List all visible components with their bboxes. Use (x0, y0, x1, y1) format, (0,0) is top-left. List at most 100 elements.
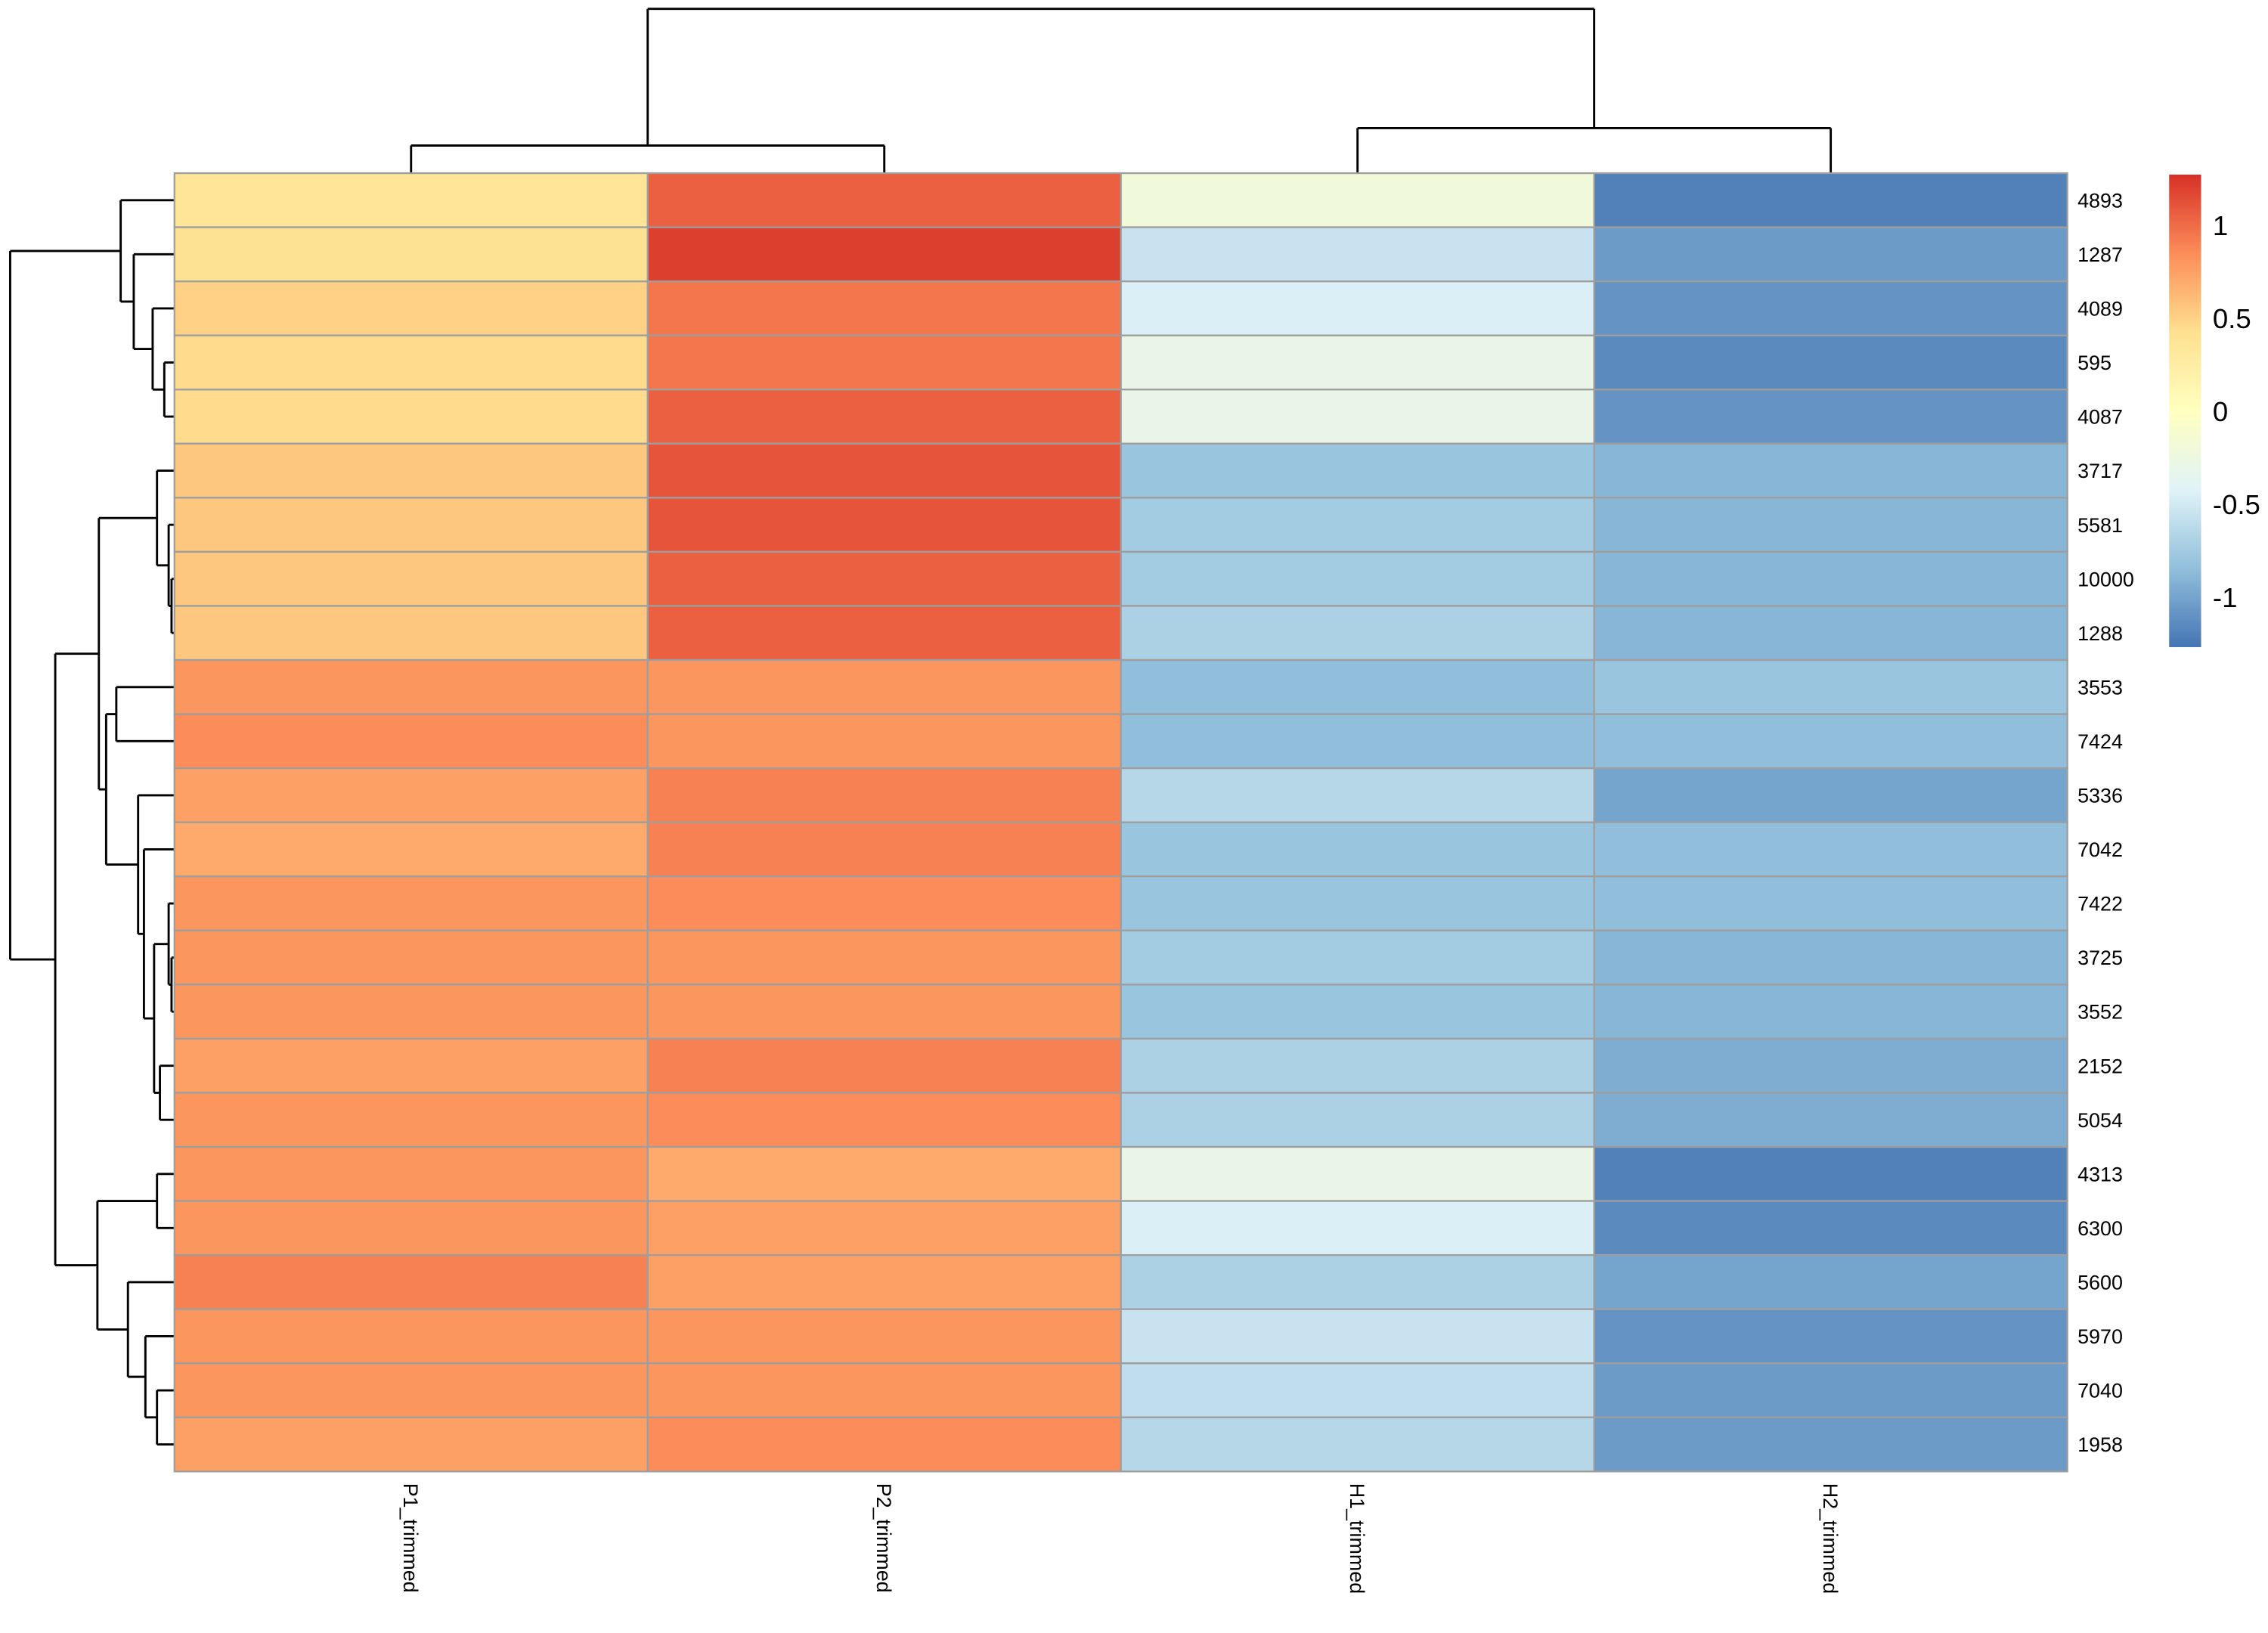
row-label: 10000 (2077, 568, 2134, 590)
row-label: 5336 (2077, 785, 2123, 807)
heatmap-cell (1120, 713, 1595, 770)
heatmap-cell (173, 929, 649, 986)
row-label: 3552 (2077, 1001, 2123, 1024)
heatmap-cell (646, 172, 1122, 228)
heatmap-cell (1593, 767, 2068, 823)
legend-tick-label: -1 (2213, 582, 2237, 613)
heatmap-cell (1593, 658, 2068, 715)
row-label: 5970 (2077, 1325, 2123, 1348)
heatmap-cell (1593, 1092, 2068, 1148)
row-label: 595 (2077, 352, 2112, 374)
heatmap-cell (1120, 226, 1595, 283)
heatmap-cell (173, 1253, 649, 1310)
heatmap-cell (646, 875, 1122, 931)
heatmap-cell (1120, 1092, 1595, 1148)
heatmap-cell (646, 1200, 1122, 1257)
heatmap-cell (646, 280, 1122, 336)
heatmap-cell (173, 1416, 649, 1473)
heatmap-cell (646, 767, 1122, 823)
heatmap-cell (646, 821, 1122, 878)
column-label: H1_trimmed (1346, 1483, 1368, 1594)
heatmap-cell (1593, 172, 2068, 228)
heatmap-cell (1120, 1253, 1595, 1310)
heatmap-cell (1120, 605, 1595, 662)
heatmap-cell (1593, 497, 2068, 553)
row-label: 6300 (2077, 1217, 2123, 1240)
heatmap-cell (173, 767, 649, 823)
heatmap-cell (1593, 334, 2068, 391)
column-dendrogram (410, 8, 1833, 174)
heatmap-cell (1593, 280, 2068, 336)
heatmap-cell (173, 334, 649, 391)
heatmap-cell (646, 1308, 1122, 1365)
heatmap-cell (646, 1416, 1122, 1473)
heatmap-cell (173, 550, 649, 607)
legend-colorbar (2169, 174, 2201, 647)
column-label: H2_trimmed (1819, 1483, 1842, 1594)
heatmap-cell (173, 1308, 649, 1365)
row-label: 7042 (2077, 838, 2123, 861)
heatmap-cell (1593, 984, 2068, 1040)
row-label: 1288 (2077, 622, 2123, 645)
heatmap-cells (173, 172, 2068, 1473)
heatmap-cell (1120, 1362, 1595, 1418)
heatmap-cell (1593, 875, 2068, 931)
legend-tick-label: 1 (2213, 210, 2228, 241)
heatmap-cell (173, 280, 649, 336)
row-labels: 4893 1287 4089 595 4087 3717 5581 10000 1288 3553… (2077, 189, 2134, 1456)
row-label: 5054 (2077, 1109, 2123, 1132)
heatmap-cell (646, 442, 1122, 499)
heatmap-cell (1593, 1253, 2068, 1310)
row-label: 3725 (2077, 947, 2123, 969)
heatmap-cell (1593, 1145, 2068, 1202)
heatmap-cell (173, 875, 649, 931)
heatmap-cell (173, 713, 649, 770)
heatmap-cell (1120, 280, 1595, 336)
heatmap-cell (1593, 1416, 2068, 1473)
heatmap-cell (646, 550, 1122, 607)
heatmap-cell (1593, 1037, 2068, 1094)
column-labels: P1_trimmed P2_trimmed H1_trimmed H2_trimmed (399, 1483, 1842, 1594)
heatmap-cell (1593, 389, 2068, 445)
heatmap-cell (646, 1145, 1122, 1202)
heatmap-cell (646, 1092, 1122, 1148)
heatmap-cell (173, 821, 649, 878)
heatmap-cell (1593, 226, 2068, 283)
heatmap-cell (646, 984, 1122, 1040)
column-label: P1_trimmed (399, 1483, 422, 1593)
row-label: 4893 (2077, 189, 2123, 212)
row-label: 3717 (2077, 460, 2123, 482)
heatmap-cell (173, 1145, 649, 1202)
row-label: 1287 (2077, 243, 2123, 266)
row-label: 4089 (2077, 298, 2123, 321)
heatmap-cell (173, 226, 649, 283)
color-legend: 1 0.5 0 -0.5 -1 (2169, 174, 2260, 647)
heatmap-cell (646, 713, 1122, 770)
row-label: 4087 (2077, 406, 2123, 429)
heatmap-cell (173, 172, 649, 228)
row-label: 5600 (2077, 1272, 2123, 1294)
row-dendrogram (9, 199, 175, 1446)
row-label: 7040 (2077, 1380, 2123, 1402)
row-label: 7424 (2077, 730, 2123, 753)
heatmap-cell (173, 1200, 649, 1257)
heatmap-cell (646, 929, 1122, 986)
heatmap-cell (1120, 767, 1595, 823)
heatmap-cell (1593, 605, 2068, 662)
heatmap-cell (1120, 1416, 1595, 1473)
row-label: 7422 (2077, 893, 2123, 916)
heatmap-cell (1120, 1037, 1595, 1094)
heatmap-cell (1593, 1362, 2068, 1418)
heatmap-cell (646, 226, 1122, 283)
heatmap-cell (1120, 1200, 1595, 1257)
heatmap-cell (173, 984, 649, 1040)
heatmap-cell (646, 1253, 1122, 1310)
column-label: P2_trimmed (872, 1483, 895, 1593)
heatmap-cell (646, 497, 1122, 553)
heatmap-cell (1593, 1308, 2068, 1365)
row-label: 1958 (2077, 1433, 2123, 1456)
heatmap-cell (646, 605, 1122, 662)
heatmap-cell (646, 389, 1122, 445)
heatmap-cell (1120, 821, 1595, 878)
